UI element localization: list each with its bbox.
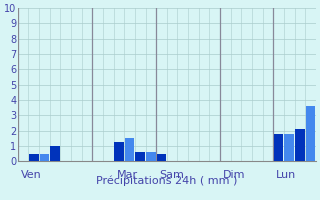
Bar [146,152,156,161]
X-axis label: Précipitations 24h ( mm ): Précipitations 24h ( mm ) [96,175,237,186]
Bar [306,106,315,161]
Bar [274,134,284,161]
Text: Dim: Dim [223,170,245,180]
Bar [284,134,294,161]
Bar [40,154,49,161]
Text: Sam: Sam [159,170,184,180]
Bar [114,142,124,161]
Bar [295,129,305,161]
Bar [157,154,166,161]
Text: Lun: Lun [276,170,296,180]
Text: Mar: Mar [116,170,138,180]
Bar [50,146,60,161]
Text: Ven: Ven [20,170,41,180]
Bar [135,152,145,161]
Bar [29,154,39,161]
Bar [125,138,134,161]
